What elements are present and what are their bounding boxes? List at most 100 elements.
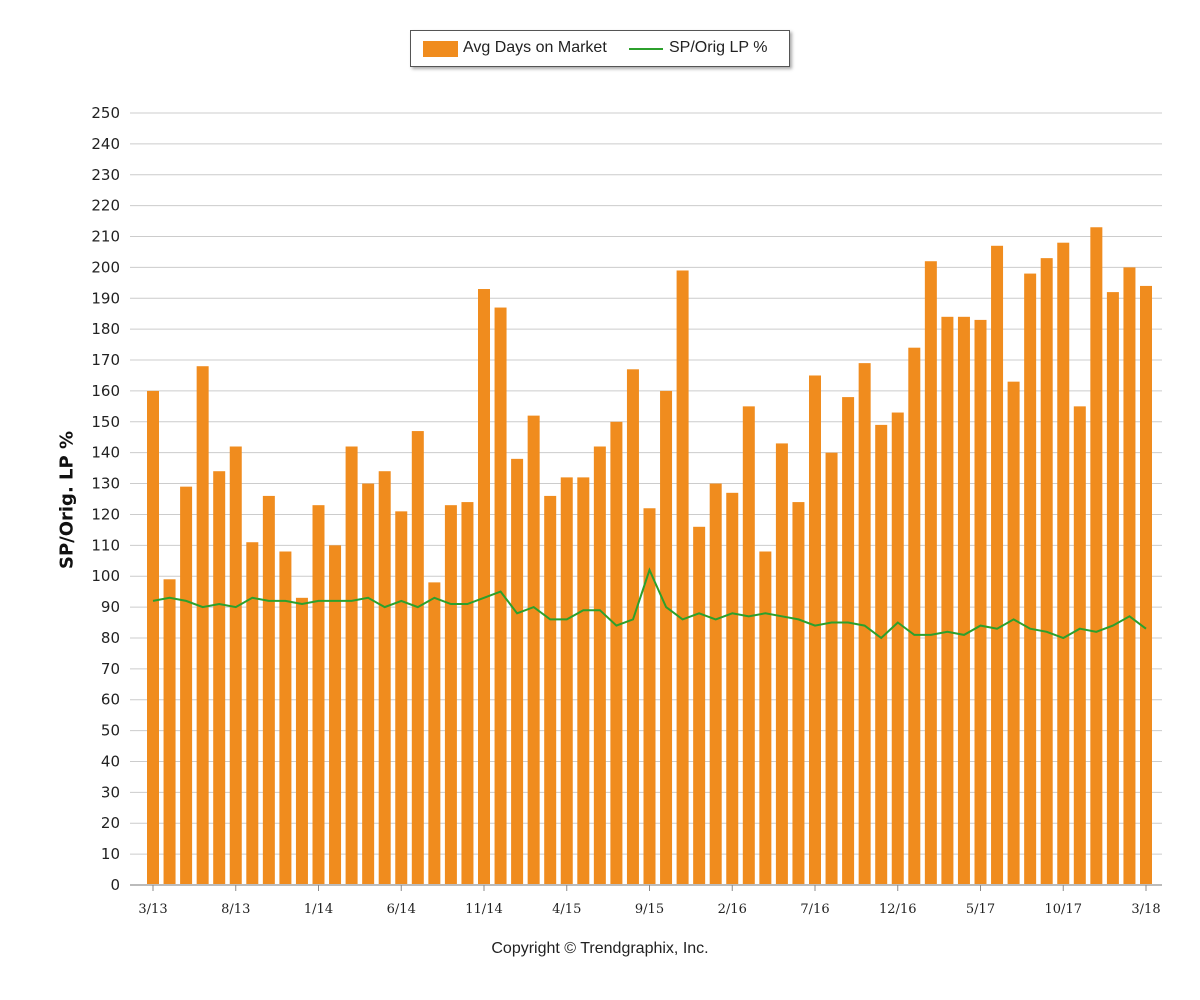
bar [643, 508, 656, 885]
bar [1090, 227, 1103, 886]
bar [544, 495, 557, 885]
bar [1040, 258, 1053, 885]
y-tick-label: 210 [91, 228, 120, 246]
x-tick-label: 11/14 [465, 902, 502, 917]
bar [444, 505, 457, 885]
y-tick-label: 120 [91, 505, 120, 523]
y-tick-label: 130 [91, 475, 120, 493]
bar [378, 471, 391, 885]
bar [329, 545, 342, 885]
bars [147, 227, 1152, 886]
bar [246, 542, 259, 885]
copyright-text: Copyright © Trendgraphix, Inc. [491, 940, 709, 957]
bar [1140, 285, 1152, 886]
y-tick-label: 100 [91, 567, 120, 585]
bar [726, 492, 739, 885]
bar [891, 412, 904, 885]
y-tick-label: 110 [91, 536, 120, 554]
bar [163, 579, 176, 885]
legend-bar-label: Avg Days on Market [463, 39, 607, 56]
bar [875, 424, 888, 885]
bar [593, 446, 606, 885]
bar [775, 443, 788, 885]
bar [809, 375, 821, 885]
bar [229, 446, 242, 885]
bar [213, 471, 226, 885]
bar [759, 551, 772, 885]
line-series [152, 567, 1147, 640]
bar [395, 511, 408, 885]
bar [560, 477, 573, 885]
y-tick-label: 150 [91, 413, 120, 431]
bar [660, 390, 673, 885]
bar [511, 458, 524, 885]
x-tick-label: 6/14 [387, 902, 416, 917]
line-series-path [152, 567, 1147, 640]
y-tick-label: 60 [101, 691, 120, 709]
y-tick-label: 40 [101, 752, 120, 770]
y-tick-label: 70 [101, 660, 120, 678]
y-tick-label: 140 [91, 444, 120, 462]
bar [345, 446, 358, 885]
bar [1106, 292, 1119, 885]
bar [974, 319, 987, 885]
bar [1057, 242, 1070, 886]
bar [941, 316, 954, 886]
bar [924, 261, 937, 885]
bar [494, 307, 507, 885]
legend-line-label: SP/Orig LP % [669, 39, 768, 56]
bar [362, 483, 375, 885]
bar [279, 551, 292, 885]
legend: Avg Days on Market SP/Orig LP % [410, 30, 790, 67]
y-axis-ticks: 0 10 20 30 40 50 60 70 80 90 100 110 120 130 140 150 160… [91, 104, 120, 894]
bar [792, 502, 805, 885]
y-tick-label: 30 [101, 783, 120, 801]
y-tick-label: 240 [91, 135, 120, 153]
y-tick-label: 170 [91, 351, 120, 369]
bar [180, 486, 193, 885]
y-tick-label: 0 [110, 876, 120, 894]
y-axis-label: SP/Orig. LP % [56, 430, 78, 570]
bar [577, 477, 590, 885]
x-tick-label: 7/16 [800, 902, 829, 917]
bar [461, 502, 474, 885]
bar [1123, 267, 1136, 885]
y-tick-label: 190 [91, 289, 120, 307]
bar [991, 245, 1004, 885]
x-tick-label: 12/16 [879, 902, 916, 917]
y-tick-label: 250 [91, 104, 120, 122]
bar [1007, 381, 1020, 885]
bar [842, 397, 855, 885]
y-tick-label: 220 [91, 197, 120, 215]
bar [312, 505, 325, 885]
x-tick-label: 3/18 [1131, 902, 1160, 917]
x-tick-label: 4/15 [552, 902, 581, 917]
bar [1024, 273, 1037, 885]
y-tick-label: 90 [101, 598, 120, 616]
x-tick-label: 5/17 [966, 902, 995, 917]
bar [676, 270, 689, 885]
bar [908, 347, 921, 885]
bar [1073, 406, 1086, 885]
x-tick-label: 3/13 [138, 902, 167, 917]
bar [742, 406, 755, 885]
bar [411, 431, 424, 885]
x-tick-label: 2/16 [718, 902, 747, 917]
y-tick-label: 80 [101, 629, 120, 647]
y-tick-label: 200 [91, 258, 120, 276]
bar [626, 369, 639, 886]
y-tick-label: 180 [91, 320, 120, 338]
bar [428, 582, 441, 885]
bar [858, 363, 871, 885]
y-tick-label: 160 [91, 382, 120, 400]
bar [196, 366, 209, 885]
x-tick-label: 9/15 [635, 902, 664, 917]
y-tick-label: 230 [91, 166, 120, 184]
x-tick-label: 1/14 [304, 902, 333, 917]
bar [610, 421, 623, 885]
bar [295, 597, 308, 885]
bar [147, 390, 159, 885]
x-tick-label: 10/17 [1045, 902, 1082, 917]
x-axis-ticks: 3/13 8/13 1/14 6/14 11/14 4/15 9/15 2/16 7/16 12/… [138, 885, 1161, 917]
